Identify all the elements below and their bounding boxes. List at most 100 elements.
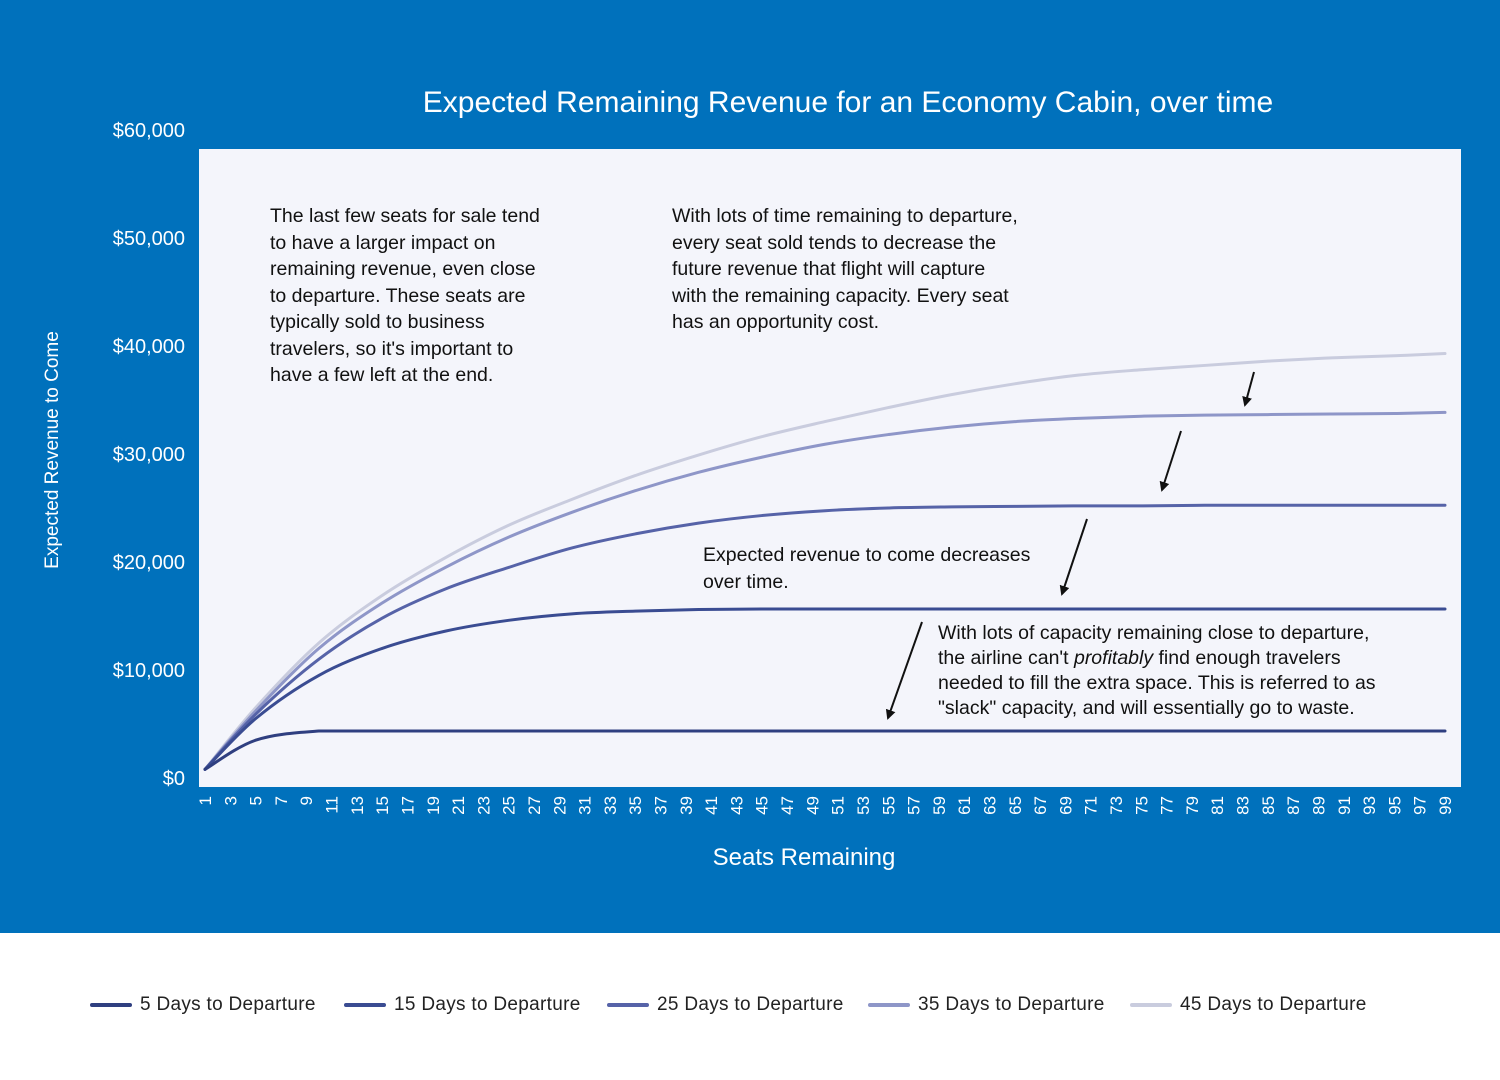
legend-item-25-days: 25 Days to Departure xyxy=(607,990,844,1020)
annotation-slack-capacity: With lots of capacity remaining close to… xyxy=(938,621,1376,721)
x-tick-label: 93 xyxy=(1360,796,1379,815)
plot-area xyxy=(199,149,1461,787)
x-tick-label: 25 xyxy=(500,796,519,815)
y-tick-label: $0 xyxy=(163,768,185,790)
x-tick-label: 15 xyxy=(373,796,392,815)
x-tick-label: 67 xyxy=(1031,796,1050,815)
legend-label: 45 Days to Departure xyxy=(1180,994,1367,1015)
legend-label: 25 Days to Departure xyxy=(657,994,844,1015)
y-tick-label: $40,000 xyxy=(113,336,185,358)
arrow-to-15-days xyxy=(1059,518,1088,596)
legend-item-45-days: 45 Days to Departure xyxy=(1130,990,1367,1020)
x-tick-label: 1 xyxy=(196,796,215,805)
annotation-line: remaining revenue, even close xyxy=(270,258,536,280)
legend-swatch xyxy=(868,1003,910,1007)
legend-swatch xyxy=(90,1003,132,1007)
y-tick-label: $60,000 xyxy=(113,120,185,142)
x-tick-label: 99 xyxy=(1436,796,1455,815)
x-tick-label: 73 xyxy=(1107,796,1126,815)
x-tick-label: 5 xyxy=(247,796,266,805)
legend-label: 5 Days to Departure xyxy=(140,994,316,1015)
x-tick-label: 55 xyxy=(879,796,898,815)
x-tick-label: 41 xyxy=(702,796,721,815)
arrow-to-35-days xyxy=(1242,371,1255,407)
x-tick-label: 37 xyxy=(652,796,671,815)
legend-item-15-days: 15 Days to Departure xyxy=(344,990,581,1020)
x-tick-label: 3 xyxy=(221,796,240,805)
y-tick-label: $50,000 xyxy=(113,228,185,250)
x-axis-ticks: 1 3 5 7 9 11 13 15 17 19 21 23 25 27 29 31 33 35 37 39 41 43 4… xyxy=(196,796,1455,815)
y-tick-label: $20,000 xyxy=(113,552,185,574)
x-tick-label: 9 xyxy=(297,796,316,805)
x-tick-label: 79 xyxy=(1183,796,1202,815)
x-tick-label: 43 xyxy=(727,796,746,815)
x-tick-label: 91 xyxy=(1335,796,1354,815)
annotation-line: future revenue that flight will capture xyxy=(672,258,986,280)
x-tick-label: 83 xyxy=(1234,796,1253,815)
x-tick-label: 13 xyxy=(348,796,367,815)
annotation-arrows xyxy=(885,371,1255,720)
x-tick-label: 7 xyxy=(272,796,291,805)
x-tick-label: 71 xyxy=(1082,796,1101,815)
annotation-emphasis: profitably xyxy=(1073,647,1154,669)
legend-label: 35 Days to Departure xyxy=(918,994,1105,1015)
y-tick-label: $10,000 xyxy=(113,660,185,682)
annotation-line: With lots of capacity remaining close to… xyxy=(938,622,1370,644)
x-tick-label: 97 xyxy=(1411,796,1430,815)
legend-swatch xyxy=(1130,1003,1172,1007)
x-tick-label: 53 xyxy=(854,796,873,815)
arrow-to-25-days xyxy=(1159,430,1182,492)
x-tick-label: 23 xyxy=(474,796,493,815)
x-tick-label: 81 xyxy=(1208,796,1227,815)
legend-item-35-days: 35 Days to Departure xyxy=(868,990,1105,1020)
annotation-opportunity-cost: With lots of time remaining to departure… xyxy=(672,203,1018,336)
annotation-line: typically sold to business xyxy=(270,311,485,333)
x-tick-label: 45 xyxy=(753,796,772,815)
series-line xyxy=(203,410,1447,771)
legend-swatch xyxy=(344,1003,386,1007)
annotation-line: The last few seats for sale tend xyxy=(270,205,540,227)
annotation-line: Expected revenue to come decreases xyxy=(703,544,1031,566)
x-tick-label: 17 xyxy=(398,796,417,815)
annotation-last-seats: The last few seats for sale tend to have… xyxy=(270,203,540,389)
x-tick-label: 59 xyxy=(930,796,949,815)
series-lines xyxy=(203,352,1447,771)
annotation-line: to departure. These seats are xyxy=(270,284,526,307)
annotation-decreases-over-time: Expected revenue to come decreases over … xyxy=(703,542,1030,595)
line-chart: Expected Remaining Revenue for an Econom… xyxy=(42,86,1461,871)
x-tick-label: 29 xyxy=(550,796,569,815)
x-tick-label: 61 xyxy=(955,796,974,815)
x-tick-label: 11 xyxy=(323,796,342,814)
annotation-line: needed to fill the extra space. This is … xyxy=(938,672,1376,694)
x-tick-label: 57 xyxy=(905,796,924,815)
y-tick-label: $30,000 xyxy=(113,444,185,466)
annotation-line: the airline can't profitably find enough… xyxy=(938,646,1376,671)
x-axis-label: Seats Remaining xyxy=(713,844,896,871)
annotation-line: travelers, so it's important to xyxy=(270,337,514,360)
x-tick-label: 39 xyxy=(677,796,696,815)
x-tick-label: 85 xyxy=(1259,796,1278,815)
annotation-text: find enough travelers xyxy=(1153,647,1341,669)
legend-item-5-days: 5 Days to Departure xyxy=(90,990,316,1020)
annotation-line: "slack" capacity, and will essentially g… xyxy=(938,697,1355,719)
x-tick-label: 19 xyxy=(424,796,443,815)
annotation-line: have a few left at the end. xyxy=(270,364,494,386)
x-tick-label: 89 xyxy=(1309,796,1328,815)
annotation-line: with the remaining capacity. Every seat xyxy=(672,284,1009,307)
x-tick-label: 47 xyxy=(778,796,797,815)
x-tick-label: 69 xyxy=(1056,796,1075,815)
annotation-line: has an opportunity cost. xyxy=(672,311,880,333)
y-axis-ticks: $0 $10,000 $20,000 $30,000 $40,000 $50,000 $60… xyxy=(113,120,185,790)
x-tick-label: 63 xyxy=(980,796,999,815)
x-tick-label: 35 xyxy=(626,796,645,815)
x-tick-label: 33 xyxy=(601,796,620,815)
x-tick-label: 95 xyxy=(1385,796,1404,815)
x-tick-label: 49 xyxy=(803,796,822,815)
series-line xyxy=(203,729,1447,771)
annotation-line: to have a larger impact on xyxy=(270,231,496,254)
series-line xyxy=(203,503,1447,771)
legend-swatch xyxy=(607,1003,649,1007)
x-tick-label: 31 xyxy=(576,796,595,815)
legend-label: 15 Days to Departure xyxy=(394,994,581,1015)
arrow-to-5-days xyxy=(885,621,923,720)
